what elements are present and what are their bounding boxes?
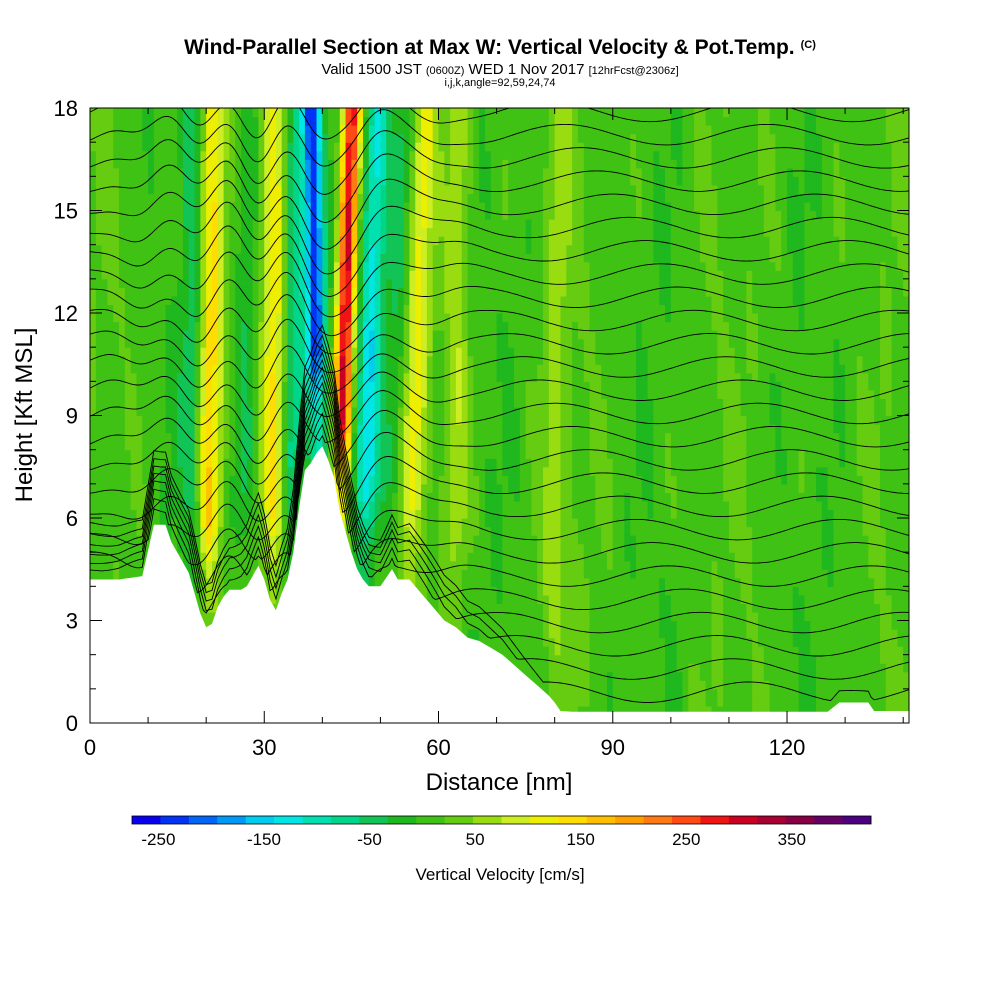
terrain-mask bbox=[90, 446, 909, 723]
colorbar-tick-label: 150 bbox=[566, 830, 594, 849]
colorbar-swatch bbox=[387, 816, 417, 824]
colorbar-swatch bbox=[558, 816, 588, 824]
colorbar-swatch bbox=[132, 816, 161, 824]
x-tick-label: 60 bbox=[426, 735, 450, 760]
theta-contour bbox=[90, 294, 909, 355]
theta-contour bbox=[90, 178, 909, 250]
theta-contour bbox=[90, 345, 909, 394]
theta-contour bbox=[90, 318, 909, 374]
y-tick-label: 18 bbox=[54, 96, 78, 121]
theta-contour bbox=[90, 225, 909, 297]
valid-date: WED 1 Nov 2017 bbox=[468, 61, 585, 78]
theta-contour bbox=[90, 272, 909, 337]
axes: 0 30 60 90 120 0 3 6 9 12 15 18 bbox=[54, 96, 909, 760]
colorbar-swatch bbox=[160, 816, 190, 824]
chart-title: Wind-Parallel Section at Max W: Vertical… bbox=[184, 36, 816, 59]
y-tick-label: 15 bbox=[54, 199, 78, 224]
colorbar-swatch bbox=[728, 816, 758, 824]
theta-contour bbox=[90, 109, 909, 167]
theta-contour bbox=[90, 343, 909, 657]
colorbar-swatch bbox=[473, 816, 502, 824]
colorbar-swatch bbox=[217, 816, 247, 824]
y-tick-label: 9 bbox=[66, 404, 78, 429]
y-tick-label: 12 bbox=[54, 301, 78, 326]
x-tick-label: 0 bbox=[84, 735, 96, 760]
theta-contour bbox=[90, 108, 909, 140]
colorbar-swatch bbox=[359, 816, 389, 824]
colorbar-swatch bbox=[842, 816, 872, 824]
theta-contour bbox=[90, 324, 909, 703]
theta-contour bbox=[90, 358, 909, 614]
colorbar-tick-label: 350 bbox=[778, 830, 806, 849]
colorbar-tick-label: 250 bbox=[672, 830, 700, 849]
valid-utc: (0600Z) bbox=[425, 65, 465, 77]
colorbar-tick-label: 50 bbox=[466, 830, 485, 849]
colorbar-swatch bbox=[615, 816, 645, 824]
colorbar-title: Vertical Velocity [cm/s] bbox=[415, 865, 584, 884]
y-tick-label: 0 bbox=[66, 711, 78, 736]
x-tick-label: 120 bbox=[769, 735, 806, 760]
theta-contour bbox=[90, 373, 909, 569]
colorbar-swatch bbox=[188, 816, 218, 824]
colorbar-swatch bbox=[501, 816, 531, 824]
theta-contour bbox=[90, 412, 909, 491]
colorbar-swatch bbox=[586, 816, 616, 824]
potential-temperature-contours bbox=[90, 108, 909, 703]
colorbar-swatch bbox=[785, 816, 815, 824]
colorbar-tick-label: -250 bbox=[141, 830, 175, 849]
colorbar-swatch bbox=[643, 816, 673, 824]
colorbar-swatch bbox=[274, 816, 303, 824]
forecast-info: [12hrFcst@2306z] bbox=[588, 65, 679, 77]
colorbar-frame bbox=[131, 815, 872, 825]
colorbar-swatch bbox=[529, 816, 559, 824]
x-tick-label: 90 bbox=[601, 735, 625, 760]
theta-contour bbox=[90, 390, 909, 443]
theta-contour bbox=[90, 410, 909, 468]
colorbar-swatch bbox=[672, 816, 701, 824]
theta-contour bbox=[90, 371, 909, 417]
theta-contour bbox=[90, 153, 909, 223]
colorbar-swatch bbox=[302, 816, 332, 824]
theta-contour bbox=[90, 201, 909, 275]
valid-time-line: Valid 1500 JST (0600Z) WED 1 Nov 2017 [1… bbox=[0, 61, 1000, 78]
colorbar-swatch bbox=[700, 816, 730, 824]
y-axis-title: Height [Kft MSL] bbox=[11, 328, 38, 503]
colorbar-swatch bbox=[814, 816, 843, 824]
theta-contour bbox=[90, 251, 909, 318]
theta-contour bbox=[90, 130, 909, 195]
x-axis-title: Distance [nm] bbox=[426, 769, 573, 796]
colorbar-tick-label: -150 bbox=[247, 830, 281, 849]
grid-info: i,j,k,angle=92,59,24,74 bbox=[444, 77, 556, 89]
colorbar-swatch bbox=[444, 816, 474, 824]
valid-prefix: Valid 1500 JST bbox=[321, 61, 422, 78]
colorbar-tick-label: -50 bbox=[357, 830, 382, 849]
y-tick-label: 3 bbox=[66, 609, 78, 634]
theta-contour bbox=[90, 391, 909, 534]
theta-contour bbox=[90, 351, 909, 634]
terrain bbox=[90, 446, 909, 723]
colorbar-swatch bbox=[757, 816, 787, 824]
theta-contour bbox=[90, 366, 909, 594]
x-tick-label: 30 bbox=[252, 735, 276, 760]
colorbar: -250 -150 -50 50 150 250 350 bbox=[131, 815, 872, 849]
y-tick-label: 6 bbox=[66, 506, 78, 531]
colorbar-swatch bbox=[416, 816, 446, 824]
theta-contour bbox=[90, 381, 909, 553]
theta-contour bbox=[90, 401, 909, 513]
colorbar-swatch bbox=[245, 816, 275, 824]
copyright-mark: (C) bbox=[800, 39, 816, 51]
colorbar-swatch bbox=[330, 816, 360, 824]
